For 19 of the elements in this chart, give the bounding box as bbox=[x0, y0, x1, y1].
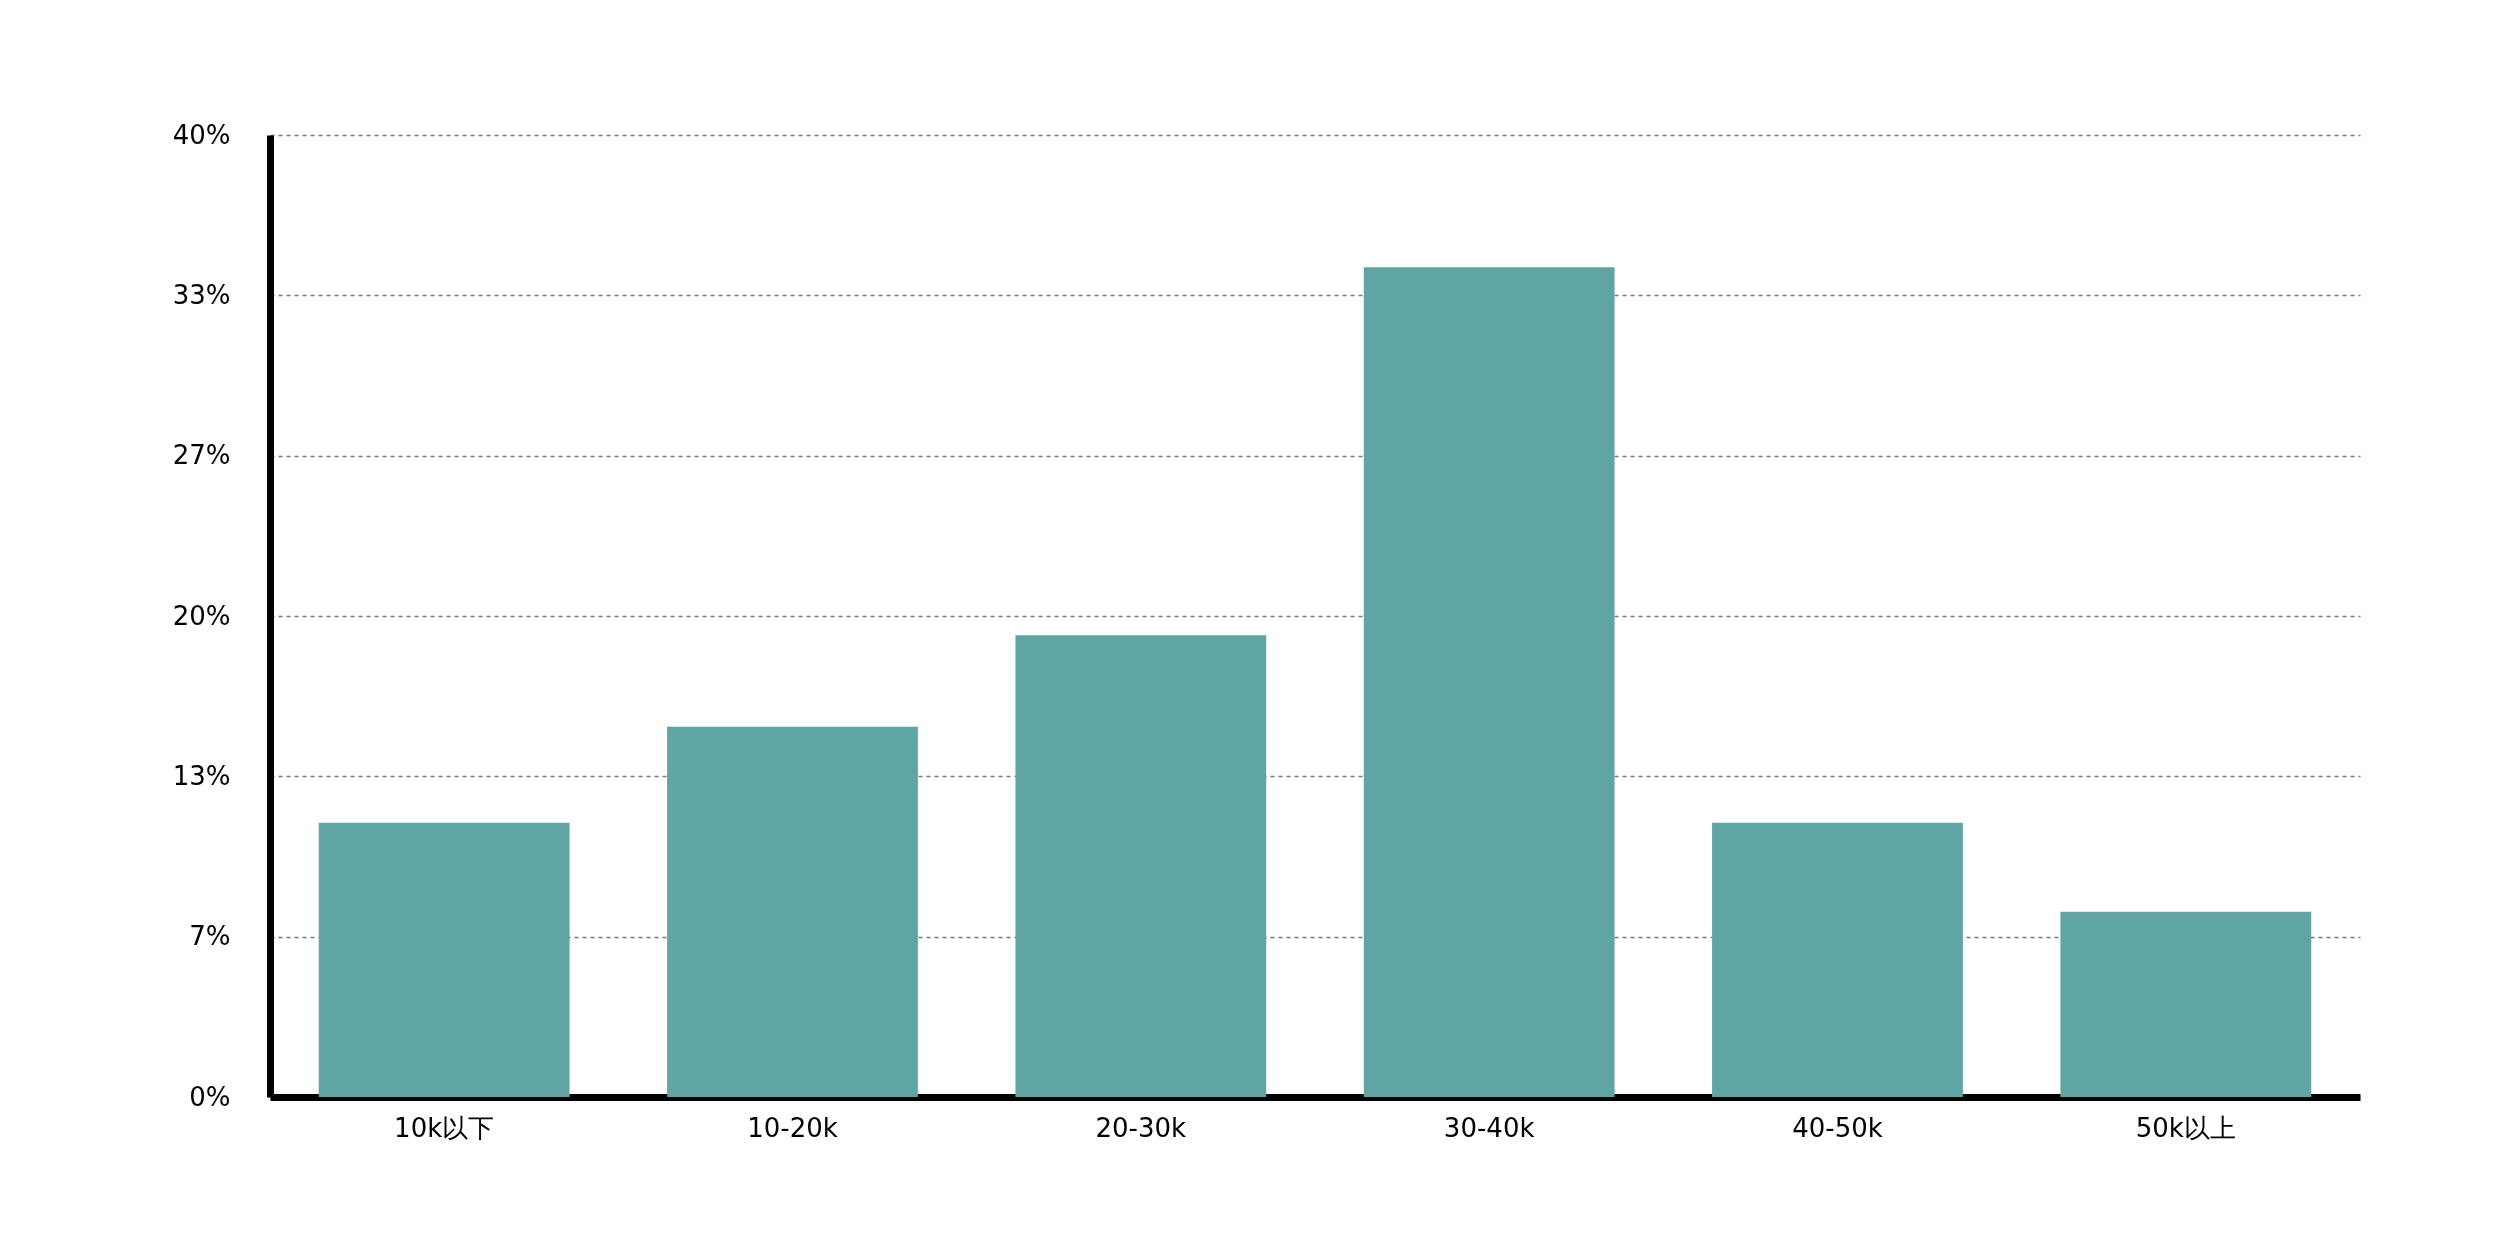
bar bbox=[1015, 635, 1267, 1097]
x-tick-label: 50k以上 bbox=[2135, 1112, 2236, 1143]
bar bbox=[667, 726, 918, 1097]
y-tick-label: 13% bbox=[172, 760, 231, 791]
y-tick-label: 33% bbox=[172, 279, 231, 310]
bar bbox=[1363, 267, 1615, 1097]
x-tick-label: 10k以下 bbox=[394, 1112, 495, 1143]
y-tick-label: 20% bbox=[172, 600, 231, 631]
y-tick-label: 27% bbox=[172, 440, 231, 471]
x-tick-label: 30-40k bbox=[1443, 1112, 1535, 1143]
y-tick-label: 40% bbox=[172, 119, 231, 150]
y-tick-label: 0% bbox=[189, 1081, 231, 1112]
bar bbox=[1712, 822, 1963, 1097]
x-tick-label: 10-20k bbox=[747, 1112, 838, 1143]
bar bbox=[318, 822, 570, 1097]
x-tick-label: 40-50k bbox=[1792, 1112, 1883, 1143]
x-tick-label: 20-30k bbox=[1095, 1112, 1187, 1143]
bar bbox=[2060, 911, 2312, 1097]
y-tick-label: 7% bbox=[189, 921, 231, 952]
